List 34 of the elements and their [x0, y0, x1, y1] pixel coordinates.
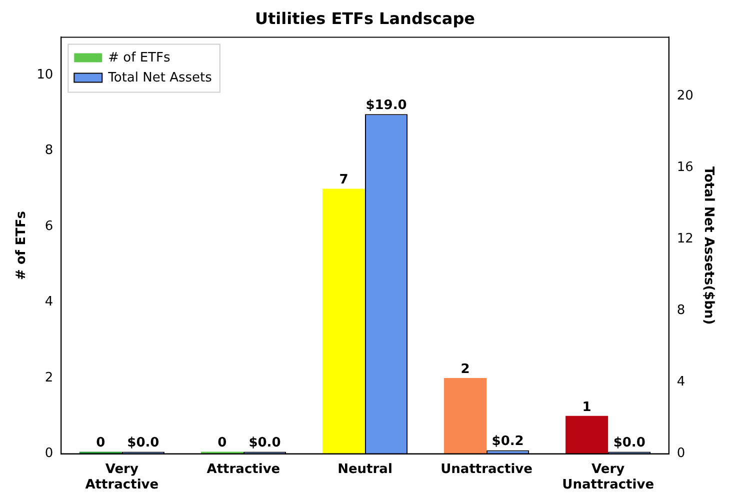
y-tick-label: 4: [44, 294, 54, 310]
y2-tick-label: 16: [676, 160, 694, 176]
y2-tick-label: 20: [676, 88, 694, 104]
x-tick-label: Unattractive: [440, 462, 533, 477]
y2-tick-label: 4: [676, 374, 686, 390]
x-tick-label: Very Attractive: [85, 462, 159, 493]
y-tick-label: 10: [36, 67, 54, 82]
legend-label: Total Net Assets: [107, 70, 212, 86]
y-tick-label: 2: [44, 370, 54, 386]
data-label: $0.2: [492, 434, 524, 450]
data-label: 2: [460, 362, 470, 377]
data-label: $0.0: [248, 436, 281, 451]
x-tick-label: Attractive: [206, 462, 280, 477]
data-label: 0: [96, 436, 106, 451]
y-tick-label: 8: [44, 143, 54, 158]
legend-label: # of ETFs: [108, 50, 170, 66]
data-label: $19.0: [366, 98, 407, 113]
y-tick-label: 0: [44, 446, 54, 462]
data-label: 0: [218, 436, 227, 451]
bar: [566, 416, 608, 454]
bar: [444, 378, 487, 454]
data-label: 1: [582, 400, 592, 415]
y-tick-label: 6: [44, 218, 54, 234]
y2-tick-label: 8: [676, 303, 686, 318]
data-label: $0.0: [613, 436, 646, 451]
chart-title: Utilities ETFs Landscape: [255, 8, 476, 28]
y2-axis-title: Total Net Assets($bn): [700, 166, 716, 325]
x-tick-label: Very Unattractive: [562, 462, 654, 493]
y2-tick-label: 12: [676, 232, 694, 247]
y-axis-title: # of ETFs: [14, 210, 30, 280]
y2-tick-label: 0: [676, 446, 686, 462]
data-label: 7: [339, 172, 348, 188]
data-label: $0.0: [127, 436, 160, 451]
x-tick-label: Neutral: [338, 462, 392, 477]
